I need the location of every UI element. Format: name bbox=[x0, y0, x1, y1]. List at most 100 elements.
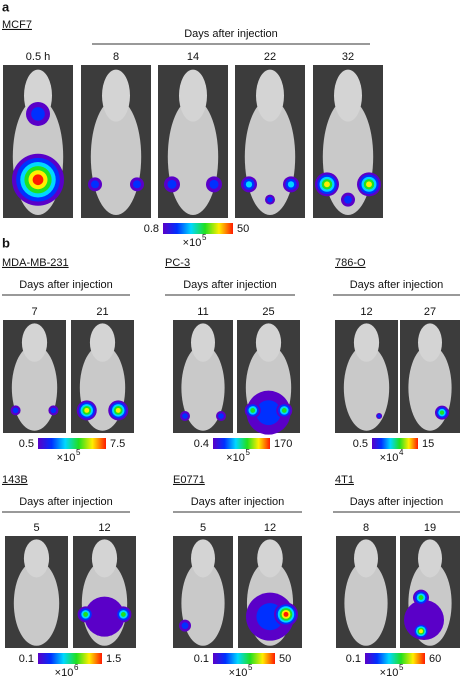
time-label: 19 bbox=[424, 522, 436, 534]
time-label: 25 bbox=[262, 306, 274, 318]
scale-min: 0.4 bbox=[194, 438, 209, 450]
signal bbox=[281, 407, 287, 413]
scale-max: 170 bbox=[274, 438, 292, 450]
signal bbox=[344, 195, 352, 204]
time-label: 12 bbox=[98, 522, 110, 534]
scale-min: 0.5 bbox=[353, 438, 368, 450]
scale-exponent: 4 bbox=[399, 448, 404, 457]
mouse-head bbox=[256, 69, 284, 122]
mouse-body bbox=[167, 98, 219, 215]
colorbar bbox=[372, 438, 418, 449]
signal bbox=[324, 181, 330, 188]
scale-max: 1.5 bbox=[106, 653, 121, 665]
scale-min: 0.8 bbox=[144, 223, 159, 235]
signal bbox=[115, 407, 121, 413]
panel-label: b bbox=[2, 235, 10, 250]
scale-min: 0.5 bbox=[19, 438, 34, 450]
signal bbox=[31, 107, 45, 121]
signal bbox=[181, 622, 189, 629]
signal bbox=[91, 180, 99, 189]
scale-exponent: 6 bbox=[74, 663, 79, 672]
mouse-body bbox=[90, 98, 142, 215]
signal bbox=[182, 413, 188, 419]
scale-multiplier: ×10 bbox=[380, 667, 399, 679]
mouse-head bbox=[334, 69, 362, 122]
mouse-head bbox=[255, 323, 282, 362]
mouse-head bbox=[191, 323, 215, 362]
scale-exponent: 5 bbox=[399, 663, 404, 672]
mouse-head bbox=[418, 539, 442, 578]
time-label: 22 bbox=[264, 51, 276, 63]
cell-line: PC-3 bbox=[165, 257, 190, 269]
signal bbox=[32, 174, 44, 186]
cell-line: 143B bbox=[2, 474, 28, 486]
mouse-body bbox=[13, 560, 60, 646]
signal bbox=[439, 410, 445, 415]
scale-max: 15 bbox=[422, 438, 434, 450]
header: Days after injection bbox=[183, 279, 277, 291]
time-label: 27 bbox=[424, 306, 436, 318]
header: Days after injection bbox=[350, 279, 444, 291]
mouse-body bbox=[344, 560, 388, 646]
mouse-body bbox=[11, 344, 58, 431]
cell-line: E0771 bbox=[173, 474, 205, 486]
scale-max: 7.5 bbox=[110, 438, 125, 450]
mouse-head bbox=[89, 323, 116, 362]
scale-max: 50 bbox=[237, 223, 249, 235]
header: Days after injection bbox=[191, 496, 285, 508]
scale-multiplier: ×10 bbox=[226, 452, 245, 464]
signal bbox=[418, 595, 424, 601]
time-label: 0.5 h bbox=[26, 51, 50, 63]
time-label: 14 bbox=[187, 51, 199, 63]
signal bbox=[287, 181, 295, 188]
signal bbox=[245, 181, 253, 188]
scale-exponent: 5 bbox=[246, 448, 251, 457]
signal bbox=[267, 196, 273, 203]
signal bbox=[50, 407, 57, 414]
signal bbox=[167, 179, 177, 189]
signal bbox=[377, 414, 381, 418]
time-label: 5 bbox=[33, 522, 39, 534]
signal bbox=[419, 629, 423, 634]
mouse-body bbox=[181, 344, 225, 431]
scale-multiplier: ×10 bbox=[183, 237, 202, 249]
mouse-head bbox=[91, 539, 118, 578]
colorbar bbox=[38, 653, 102, 664]
mouse-head bbox=[257, 539, 283, 578]
time-label: 7 bbox=[31, 306, 37, 318]
colorbar bbox=[163, 223, 233, 234]
mouse-head bbox=[354, 539, 378, 578]
time-label: 8 bbox=[113, 51, 119, 63]
colorbar bbox=[365, 653, 425, 664]
signal bbox=[209, 179, 219, 189]
time-label: 21 bbox=[96, 306, 108, 318]
header: Days after injection bbox=[184, 28, 278, 40]
scale-multiplier: ×10 bbox=[55, 667, 74, 679]
mouse-head bbox=[353, 323, 380, 362]
header: Days after injection bbox=[19, 279, 113, 291]
signal bbox=[84, 407, 90, 413]
colorbar bbox=[38, 438, 106, 449]
scale-exponent: 5 bbox=[202, 233, 207, 242]
time-label: 32 bbox=[342, 51, 354, 63]
time-label: 12 bbox=[360, 306, 372, 318]
header: Days after injection bbox=[19, 496, 113, 508]
signal bbox=[250, 407, 256, 413]
signal bbox=[218, 413, 224, 419]
scale-min: 0.1 bbox=[346, 653, 361, 665]
signal bbox=[366, 181, 372, 188]
mouse-head bbox=[102, 69, 130, 122]
time-label: 5 bbox=[200, 522, 206, 534]
time-label: 11 bbox=[197, 306, 208, 318]
mouse-body bbox=[343, 344, 390, 431]
mouse-body bbox=[181, 560, 225, 646]
scale-multiplier: ×10 bbox=[380, 452, 399, 464]
scale-max: 50 bbox=[279, 653, 291, 665]
mouse-head bbox=[21, 323, 48, 362]
mouse-body bbox=[244, 98, 296, 215]
time-label: 8 bbox=[363, 522, 369, 534]
signal bbox=[133, 180, 141, 189]
signal bbox=[283, 611, 289, 617]
signal bbox=[256, 400, 281, 426]
mouse-head bbox=[418, 323, 442, 362]
